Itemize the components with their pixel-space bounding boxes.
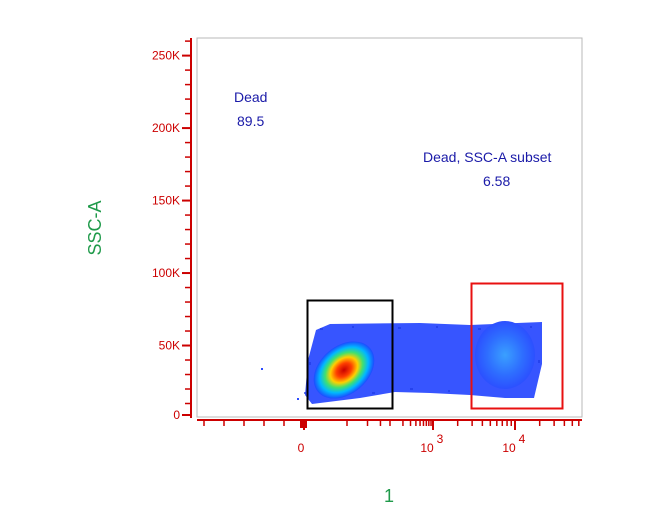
x-zero-marker [300, 420, 307, 428]
gate-dead-ssc-subset[interactable] [470, 282, 564, 410]
y-tick-label: 0 [173, 408, 180, 422]
x-tick-exponent: 4 [519, 432, 526, 446]
stray-event [261, 368, 263, 370]
event-density [261, 321, 542, 404]
event-cluster-primary [313, 341, 375, 399]
y-tick-label: 100K [152, 266, 180, 280]
x-tick-label: 0 [298, 441, 305, 455]
y-tick-label: 250K [152, 49, 180, 63]
x-tick-exponent: 3 [437, 432, 444, 446]
gate-ssc-subset-name: Dead, SSC-A subset [423, 149, 552, 165]
y-axis: 0 50K 100K 150K 200K 250K [152, 38, 192, 422]
x-tick-label: 10 [420, 441, 434, 455]
gate-dead[interactable] [306, 299, 394, 410]
x-tick-label: 10 [502, 441, 516, 455]
stray-event [297, 398, 299, 400]
event-cluster-secondary [475, 321, 535, 389]
gate-dead-name: Dead [234, 89, 267, 105]
y-tick-label: 200K [152, 121, 180, 135]
event-speckles [304, 326, 540, 394]
y-axis-title: SSC-A [85, 200, 105, 255]
gate-ssc-subset-percent: 6.58 [483, 173, 510, 189]
y-tick-label: 150K [152, 194, 180, 208]
x-axis-title: 1 [384, 486, 394, 506]
gate-dead-percent: 89.5 [237, 113, 264, 129]
y-tick-label: 50K [159, 339, 180, 353]
